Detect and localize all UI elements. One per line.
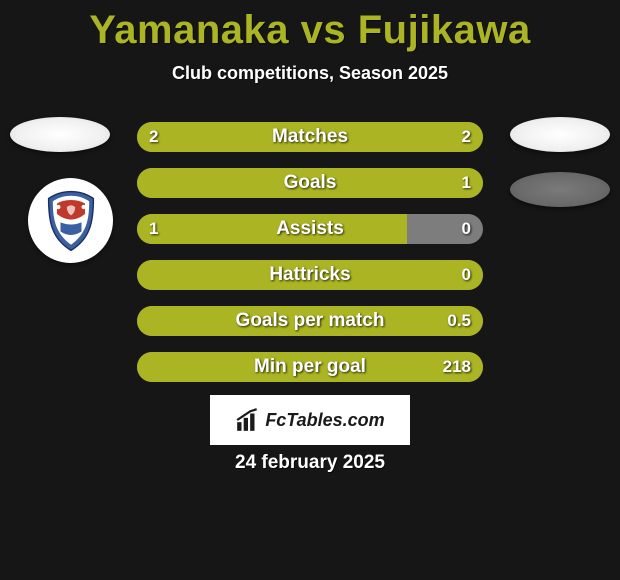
- stat-value-left: 2: [149, 122, 158, 152]
- player-left-team-logo: [28, 178, 113, 263]
- date-label: 24 february 2025: [0, 452, 620, 474]
- stat-value-right: 1: [462, 168, 471, 198]
- team-crest-icon: [36, 186, 106, 256]
- brand-badge: FcTables.com: [210, 395, 410, 445]
- stat-label: Min per goal: [137, 352, 483, 382]
- stat-label: Matches: [137, 122, 483, 152]
- stat-value-right: 0.5: [447, 306, 471, 336]
- stat-value-right: 2: [462, 122, 471, 152]
- page-title: Yamanaka vs Fujikawa: [0, 0, 620, 53]
- stats-container: Matches22Goals1Assists10Hattricks0Goals …: [137, 122, 483, 398]
- vs-label: vs: [301, 8, 347, 52]
- player-left-avatar: [10, 117, 110, 152]
- subtitle: Club competitions, Season 2025: [0, 63, 620, 84]
- player-right-avatar: [510, 117, 610, 152]
- stat-label: Goals per match: [137, 306, 483, 336]
- stat-row: Hattricks0: [137, 260, 483, 290]
- stat-value-right: 218: [443, 352, 471, 382]
- brand-text: FcTables.com: [265, 410, 384, 431]
- stat-row: Goals per match0.5: [137, 306, 483, 336]
- stat-label: Assists: [137, 214, 483, 244]
- chart-icon: [235, 407, 261, 433]
- stat-value-left: 1: [149, 214, 158, 244]
- stat-value-right: 0: [462, 214, 471, 244]
- stat-row: Assists1 0: [137, 214, 483, 244]
- stat-row: Min per goal218: [137, 352, 483, 382]
- stat-value-right: 0: [462, 260, 471, 290]
- player-right-team-badge: [510, 172, 610, 207]
- player-right-name: Fujikawa: [358, 8, 531, 52]
- stat-row: Goals1: [137, 168, 483, 198]
- stat-label: Hattricks: [137, 260, 483, 290]
- stat-label: Goals: [137, 168, 483, 198]
- player-left-name: Yamanaka: [89, 8, 289, 52]
- stat-row: Matches2 2: [137, 122, 483, 152]
